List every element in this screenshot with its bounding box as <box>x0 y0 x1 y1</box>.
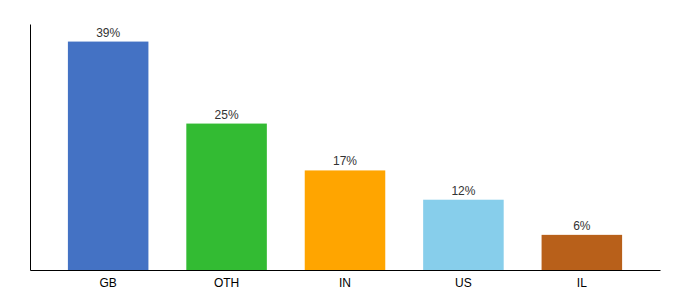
y-axis <box>30 25 31 271</box>
bar <box>305 170 386 270</box>
bar <box>68 42 149 270</box>
bar <box>542 235 623 270</box>
bar <box>423 200 504 270</box>
plot: GB OTH IN US IL 39% 25% 17% 12% 6% <box>31 25 661 290</box>
x-tick-label: OTH <box>214 276 239 290</box>
data-label: 25% <box>215 108 239 122</box>
x-tick-label: US <box>455 276 472 290</box>
x-tick: GB <box>99 276 116 290</box>
x-tick: IN <box>339 276 351 290</box>
x-tick-label: GB <box>99 276 116 290</box>
x-tick: US <box>455 276 472 290</box>
x-tick-label: IN <box>339 276 351 290</box>
data-label: 17% <box>333 154 357 168</box>
data-label: 12% <box>451 184 475 198</box>
x-tick-label: IL <box>577 276 587 290</box>
chart: GB OTH IN US IL 39% 25% 17% 12% 6% <box>0 0 680 300</box>
y-axis-line <box>30 25 31 271</box>
bar <box>186 124 267 270</box>
data-label: 39% <box>96 26 120 40</box>
x-axis-line <box>31 270 661 271</box>
data-label: 6% <box>573 219 591 233</box>
x-axis: GB OTH IN US IL <box>31 271 661 290</box>
x-tick: OTH <box>214 276 239 290</box>
data-labels: 39% 25% 17% 12% 6% <box>96 26 591 233</box>
bars <box>68 42 622 270</box>
x-tick: IL <box>577 276 587 290</box>
